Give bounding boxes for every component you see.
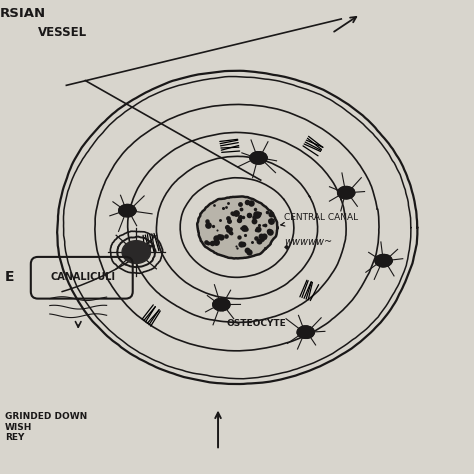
Polygon shape (197, 196, 278, 258)
Text: E: E (5, 270, 14, 284)
Text: CANALICULI: CANALICULI (50, 272, 116, 283)
Text: VESSEL: VESSEL (38, 26, 87, 39)
Polygon shape (213, 298, 230, 310)
Text: RSIAN: RSIAN (0, 7, 46, 20)
Text: OSTEOCYTE: OSTEOCYTE (226, 319, 286, 328)
Polygon shape (119, 204, 136, 217)
Polygon shape (337, 186, 355, 199)
Polygon shape (122, 241, 150, 264)
Text: CENTRAL CANAL: CENTRAL CANAL (281, 213, 358, 226)
Text: GRINDED DOWN
WISH
REY: GRINDED DOWN WISH REY (5, 412, 87, 442)
Text: wwwww~: wwwww~ (284, 237, 333, 247)
Polygon shape (297, 326, 314, 338)
Polygon shape (250, 152, 267, 164)
Text: ◆: ◆ (284, 244, 290, 250)
Polygon shape (375, 255, 392, 267)
